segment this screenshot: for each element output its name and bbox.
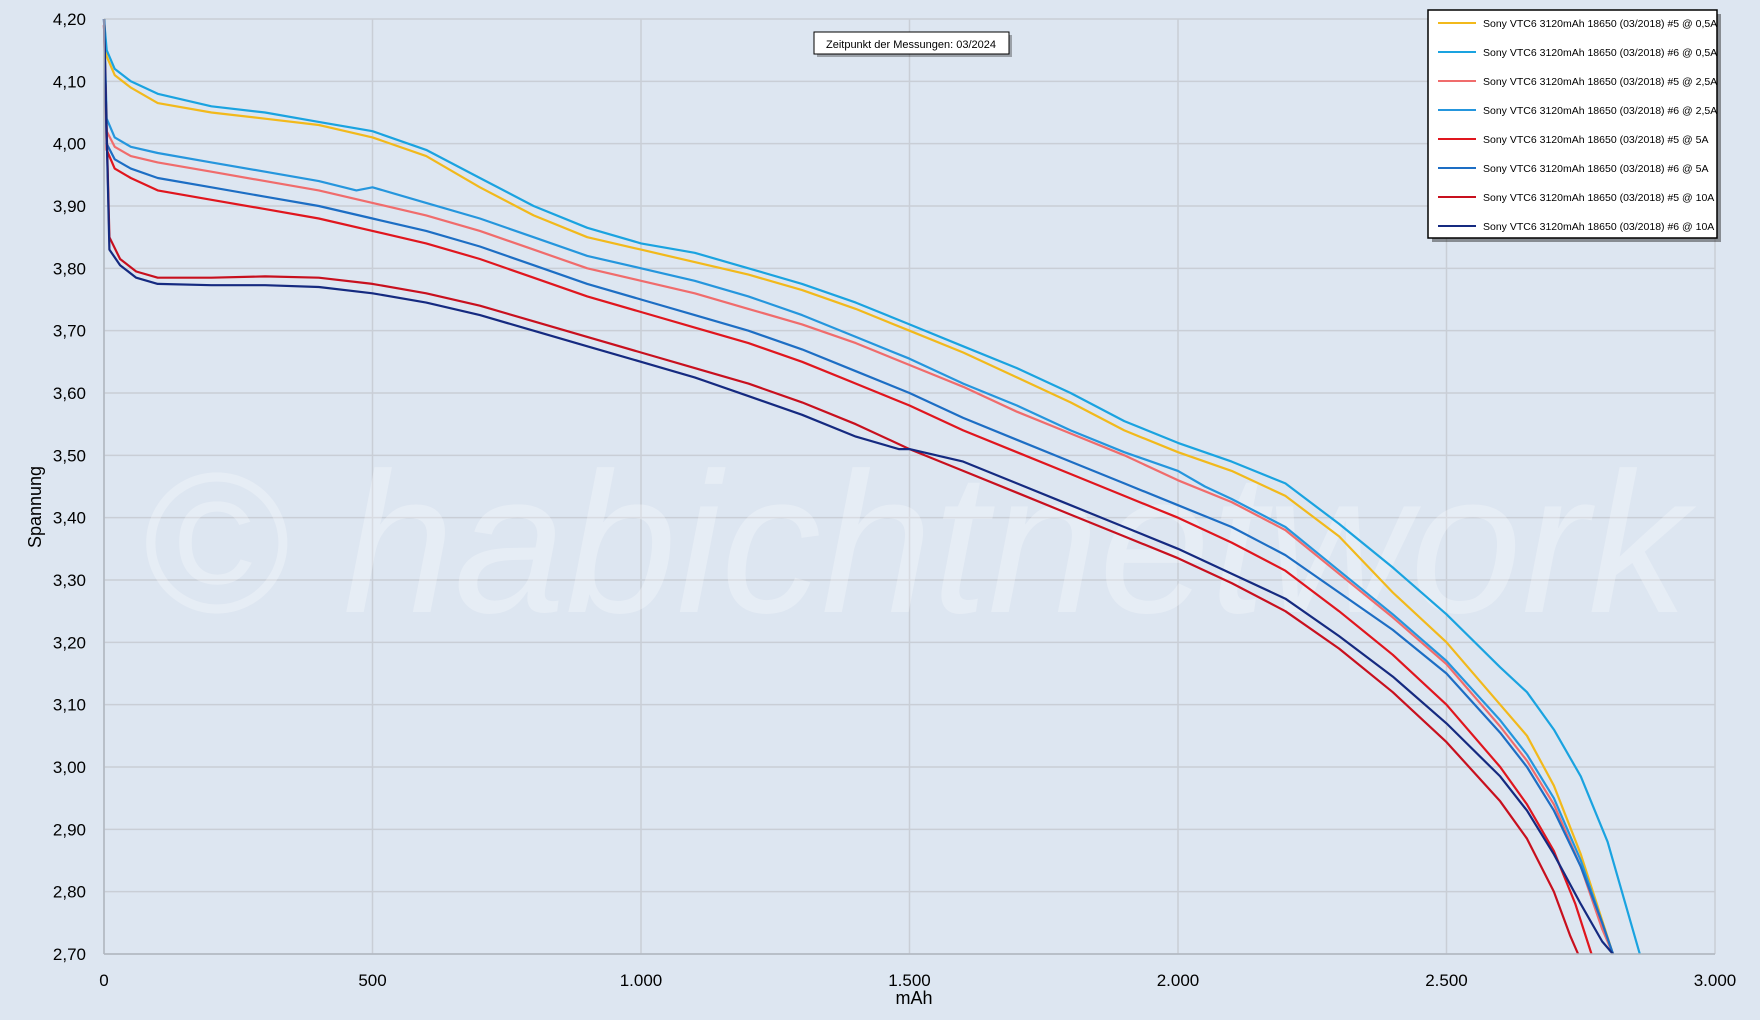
- y-tick-label: 3,60: [53, 384, 86, 403]
- legend-label: Sony VTC6 3120mAh 18650 (03/2018) #5 @ 1…: [1483, 192, 1714, 204]
- series-line-5: [102, 25, 1593, 955]
- legend-label: Sony VTC6 3120mAh 18650 (03/2018) #6 @ 0…: [1483, 47, 1717, 59]
- y-tick-label: 4,10: [53, 72, 86, 91]
- watermark: © habichtnetwork: [140, 432, 1697, 655]
- y-axis-label: Spannung: [25, 466, 45, 548]
- series-line-6: [102, 18, 1615, 955]
- y-tick-label: 4,20: [53, 10, 86, 29]
- x-axis-label: mAh: [895, 988, 932, 1008]
- y-tick-label: 3,90: [53, 197, 86, 216]
- y-tick-labels: 2,70 2,80 2,90 3,00 3,10 3,20 3,30 3,40 3,50 3,60…: [53, 10, 86, 964]
- legend-label: Sony VTC6 3120mAh 18650 (03/2018) #5 @ 5…: [1483, 134, 1708, 146]
- series-line-8: [102, 18, 1614, 955]
- series-line-4: [102, 18, 1615, 955]
- y-tick-label: 3,20: [53, 633, 86, 652]
- series-line-7: [102, 25, 1580, 955]
- y-tick-label: 3,50: [53, 446, 86, 465]
- legend-box: [1427, 9, 1718, 239]
- axes: [103, 19, 1715, 955]
- legend: Sony VTC6 3120mAh 18650 (03/2018) #5 @ 0…: [1427, 9, 1721, 242]
- y-tick-label: 2,80: [53, 883, 86, 902]
- series-layer: [102, 18, 1641, 955]
- legend-items: Sony VTC6 3120mAh 18650 (03/2018) #5 @ 0…: [1438, 18, 1717, 233]
- x-tick-label: 0: [99, 971, 108, 990]
- y-tick-label: 2,70: [53, 945, 86, 964]
- note-box: [813, 31, 1010, 55]
- y-tick-label: 3,70: [53, 322, 86, 341]
- y-tick-label: 3,40: [53, 509, 86, 528]
- x-tick-label: 2.000: [1157, 971, 1200, 990]
- y-tick-label: 2,90: [53, 820, 86, 839]
- legend-label: Sony VTC6 3120mAh 18650 (03/2018) #5 @ 2…: [1483, 76, 1717, 88]
- legend-label: Sony VTC6 3120mAh 18650 (03/2018) #5 @ 0…: [1483, 18, 1717, 30]
- note-text: Zeitpunkt der Messungen: 03/2024: [826, 39, 996, 51]
- y-tick-label: 3,30: [53, 571, 86, 590]
- series-line-1: [102, 18, 1615, 955]
- y-tick-label: 3,00: [53, 758, 86, 777]
- series-line-3: [102, 25, 1615, 955]
- x-tick-label: 1.500: [888, 971, 931, 990]
- legend-label: Sony VTC6 3120mAh 18650 (03/2018) #6 @ 1…: [1483, 221, 1714, 233]
- x-tick-label: 1.000: [620, 971, 663, 990]
- y-tick-label: 3,10: [53, 696, 86, 715]
- legend-label: Sony VTC6 3120mAh 18650 (03/2018) #6 @ 5…: [1483, 163, 1708, 175]
- y-tick-label: 3,80: [53, 259, 86, 278]
- y-tick-label: 4,00: [53, 135, 86, 154]
- x-tick-label: 500: [358, 971, 386, 990]
- x-tick-labels: 0 500 1.000 1.500 2.000 2.500 3.000: [99, 971, 1736, 990]
- legend-label: Sony VTC6 3120mAh 18650 (03/2018) #6 @ 2…: [1483, 105, 1717, 117]
- series-line-2: [102, 18, 1641, 955]
- x-tick-label: 3.000: [1694, 971, 1737, 990]
- measurement-note: Zeitpunkt der Messungen: 03/2024: [813, 31, 1012, 57]
- x-tick-label: 2.500: [1425, 971, 1468, 990]
